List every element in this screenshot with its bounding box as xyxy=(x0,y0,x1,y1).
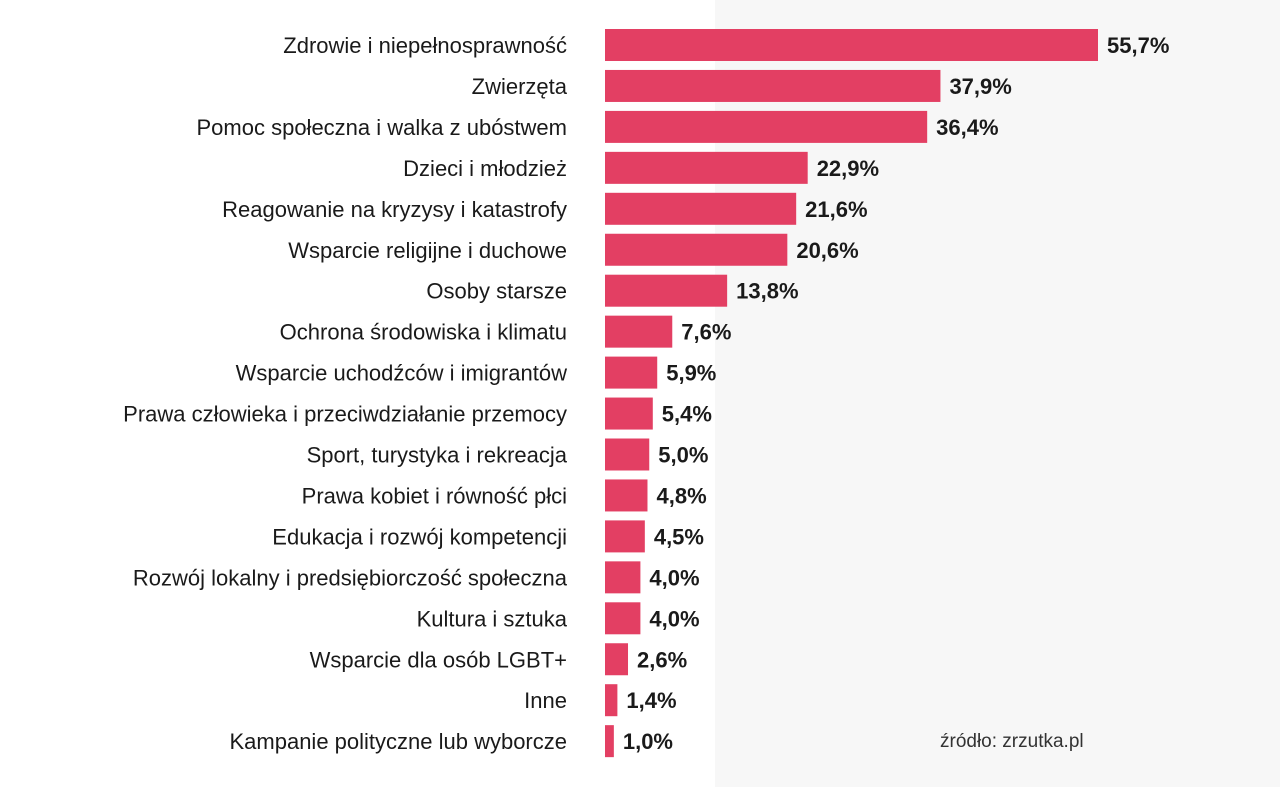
category-label: Sport, turystyka i rekreacja xyxy=(307,443,568,468)
bar xyxy=(605,29,1098,61)
category-label: Kultura i sztuka xyxy=(417,606,568,631)
value-label: 55,7% xyxy=(1107,33,1169,58)
category-label: Dzieci i młodzież xyxy=(403,156,567,181)
bar xyxy=(605,479,648,512)
category-label: Prawa człowieka i przeciwdziałanie przem… xyxy=(123,402,567,427)
value-label: 4,8% xyxy=(656,483,706,508)
bar xyxy=(605,561,641,594)
category-label: Rozwój lokalny i predsiębiorczość społec… xyxy=(133,565,568,590)
value-label: 4,0% xyxy=(649,565,699,590)
category-label: Kampanie polityczne lub wyborcze xyxy=(229,729,567,754)
bar xyxy=(605,602,641,635)
category-label: Reagowanie na kryzysy i katastrofy xyxy=(222,197,567,222)
bar xyxy=(605,233,788,266)
category-label: Wsparcie dla osób LGBT+ xyxy=(310,647,567,672)
value-label: 5,9% xyxy=(666,361,716,386)
bar xyxy=(605,356,658,389)
value-label: 1,4% xyxy=(626,688,676,713)
bar xyxy=(605,397,653,430)
category-label: Ochrona środowiska i klimatu xyxy=(280,320,567,345)
value-label: 22,9% xyxy=(817,156,879,181)
bar xyxy=(605,274,728,307)
category-label: Edukacja i rozwój kompetencji xyxy=(272,524,567,549)
category-label: Prawa kobiet i równość płci xyxy=(302,483,567,508)
value-label: 21,6% xyxy=(805,197,867,222)
value-label: 20,6% xyxy=(796,238,858,263)
category-label: Wsparcie uchodźców i imigrantów xyxy=(236,361,567,386)
bar xyxy=(605,520,645,553)
value-label: 36,4% xyxy=(936,115,998,140)
source-note: źródło: zrzutka.pl xyxy=(940,731,1084,752)
value-label: 13,8% xyxy=(736,279,798,304)
bar xyxy=(605,151,808,184)
value-label: 1,0% xyxy=(623,729,673,754)
value-label: 4,0% xyxy=(649,606,699,631)
category-label: Pomoc społeczna i walka z ubóstwem xyxy=(197,115,568,140)
bar xyxy=(605,725,614,758)
value-label: 4,5% xyxy=(654,524,704,549)
chart-panel xyxy=(0,0,715,787)
bar xyxy=(605,192,797,225)
value-label: 7,6% xyxy=(681,320,731,345)
bar xyxy=(605,110,928,143)
value-label: 5,0% xyxy=(658,443,708,468)
bar xyxy=(605,684,618,717)
category-label: Wsparcie religijne i duchowe xyxy=(288,238,567,263)
value-label: 5,4% xyxy=(662,402,712,427)
category-label: Inne xyxy=(524,688,567,713)
bar xyxy=(605,315,673,348)
category-label: Osoby starsze xyxy=(426,279,567,304)
value-label: 2,6% xyxy=(637,647,687,672)
category-label: Zwierzęta xyxy=(472,74,568,99)
value-label: 37,9% xyxy=(949,74,1011,99)
bar xyxy=(605,69,941,102)
category-label: Zdrowie i niepełnosprawność xyxy=(283,33,567,58)
bar xyxy=(605,438,650,471)
bar xyxy=(605,643,629,676)
